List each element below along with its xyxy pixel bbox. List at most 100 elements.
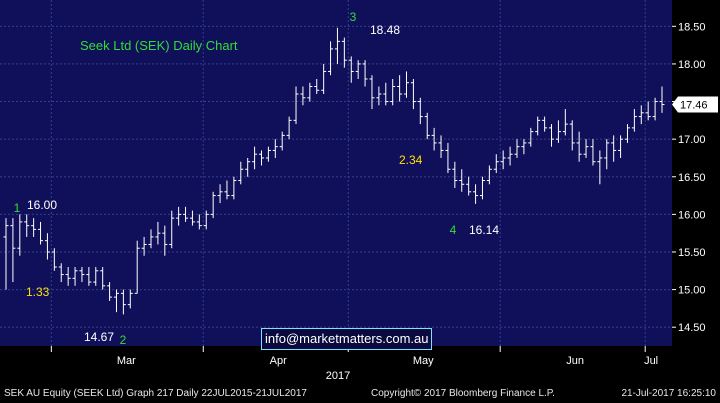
ohlc-bar-76: [528, 127, 534, 147]
wave-label-1: 1: [14, 201, 21, 215]
ohlc-bar-43: [300, 86, 306, 106]
ohlc-bar-42: [293, 86, 299, 125]
x-tick-label-4: Jul: [644, 355, 658, 367]
ohlc-bar-91: [631, 109, 637, 132]
ohlc-series: [3, 27, 665, 315]
ohlc-bar-71: [493, 154, 499, 173]
ohlc-bar-33: [231, 176, 237, 200]
x-axis-panel: Mar Apr May Jun Jul 2017: [0, 346, 720, 385]
ohlc-bar-73: [507, 146, 513, 166]
ohlc-bar-12: [86, 267, 92, 286]
y-tick-label-7: 18.00: [678, 59, 706, 71]
ohlc-bar-20: [141, 236, 147, 256]
ohlc-bar-52: [362, 60, 368, 87]
ohlc-bar-84: [583, 139, 589, 158]
ohlc-bar-62: [431, 127, 437, 151]
ohlc-bar-18: [127, 289, 133, 309]
watermark-text: info@marketmatters.com.au: [265, 331, 429, 346]
ohlc-bar-47: [328, 41, 334, 76]
y-axis-panel: 14.5015.0015.5016.0016.5017.0017.5018.00…: [672, 0, 720, 346]
ohlc-bar-15: [107, 282, 113, 301]
ohlc-bar-93: [645, 101, 651, 121]
ohlc-bar-45: [314, 78, 320, 95]
y-tick-label-0: 14.50: [678, 322, 706, 334]
ohlc-bar-22: [155, 221, 161, 245]
ohlc-bar-49: [341, 37, 347, 68]
ohlc-bar-79: [549, 124, 555, 147]
ohlc-bar-58: [404, 71, 410, 98]
ohlc-bar-78: [542, 116, 548, 132]
ohlc-bar-35: [245, 157, 251, 177]
ohlc-bar-77: [535, 116, 541, 136]
ohlc-bar-59: [410, 78, 416, 110]
ohlc-bar-7: [51, 248, 57, 271]
ohlc-bar-55: [383, 82, 389, 106]
watermark-box: info@marketmatters.com.au: [261, 328, 433, 350]
y-tick-label-4: 16.50: [678, 172, 706, 184]
ohlc-bar-27: [189, 210, 195, 226]
ohlc-bar-38: [265, 146, 271, 162]
ohlc-bar-86: [597, 150, 603, 185]
ohlc-bar-53: [369, 75, 375, 110]
ohlc-bar-44: [307, 82, 313, 102]
plot-area: [0, 0, 672, 346]
footer-copyright: Copyright© 2017 Bloomberg Finance L.P.: [371, 388, 555, 399]
y-tick-label-8: 18.50: [678, 21, 706, 33]
ohlc-bar-94: [652, 97, 658, 121]
price-label-18-48: 18.48: [370, 23, 400, 37]
y-tick-label-3: 16.00: [678, 209, 706, 221]
price-label-16-00: 16.00: [27, 198, 57, 212]
wave-label-3: 3: [350, 10, 357, 24]
wave-label-4: 4: [450, 223, 457, 237]
ohlc-bar-3: [24, 214, 30, 237]
ohlc-bar-57: [397, 75, 403, 102]
ohlc-bar-69: [479, 176, 485, 200]
move-label-1-33: 1.33: [26, 285, 50, 299]
y-tick-label-2: 15.50: [678, 247, 706, 259]
x-tick-label-2: May: [413, 355, 434, 367]
ohlc-bar-23: [162, 225, 168, 256]
ohlc-bar-51: [355, 60, 361, 79]
ohlc-bar-61: [424, 112, 430, 140]
move-label-2-34: 2.34: [399, 153, 423, 167]
ohlc-bar-9: [65, 267, 71, 286]
ohlc-bar-31: [217, 184, 223, 204]
ohlc-bar-81: [562, 109, 568, 136]
y-tick-label-1: 15.00: [678, 285, 706, 297]
ohlc-bar-6: [44, 233, 50, 260]
x-axis-background: [0, 346, 720, 385]
ohlc-bar-92: [638, 105, 644, 125]
last-price-marker: [672, 96, 718, 113]
price-label-14-67: 14.67: [84, 330, 114, 344]
ohlc-bar-26: [183, 206, 189, 222]
ohlc-bar-37: [258, 150, 264, 166]
annotations: Seek Ltd (SEK) Daily Chart 1 2 3 4 16.00 14.67…: [14, 10, 500, 347]
gridlines: [0, 0, 672, 346]
ohlc-bar-64: [445, 142, 451, 173]
ohlc-bar-30: [210, 191, 216, 219]
ohlc-bar-19: [134, 240, 140, 294]
ohlc-bar-72: [500, 150, 506, 170]
ohlc-bar-56: [390, 78, 396, 106]
ohlc-bar-39: [272, 139, 278, 158]
ohlc-bar-1: [10, 218, 16, 283]
ohlc-bar-67: [466, 176, 472, 196]
ohlc-bar-89: [618, 135, 624, 158]
ohlc-bar-82: [569, 120, 575, 151]
ohlc-bar-17: [120, 289, 126, 315]
ohlc-bar-32: [224, 180, 230, 200]
ohlc-bar-29: [203, 210, 209, 230]
wave-label-2: 2: [120, 333, 127, 347]
ohlc-bar-28: [196, 214, 202, 230]
y-axis-background: [672, 0, 720, 346]
ohlc-bar-10: [72, 267, 78, 286]
chart-title: Seek Ltd (SEK) Daily Chart: [80, 38, 238, 53]
ohlc-bar-80: [555, 120, 561, 143]
ohlc-bar-87: [604, 139, 610, 170]
y-tick-label-5: 17.00: [678, 134, 706, 146]
ohlc-bar-60: [417, 97, 423, 125]
ohlc-bar-48: [334, 27, 340, 64]
ohlc-bar-50: [348, 56, 354, 83]
ohlc-bar-46: [321, 63, 327, 95]
ohlc-bar-95: [659, 86, 665, 113]
